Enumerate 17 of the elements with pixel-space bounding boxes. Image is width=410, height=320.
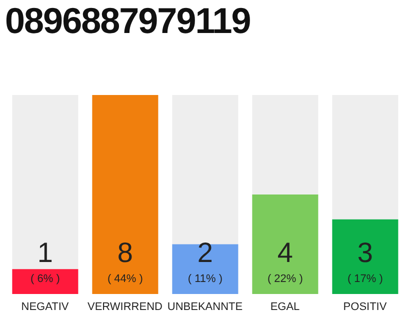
bar	[12, 269, 78, 294]
x-tick-label: VERWIRREND	[88, 300, 163, 313]
data-label: 1	[37, 237, 53, 268]
x-tick-label: EGAL	[270, 300, 300, 313]
data-label: 8	[117, 237, 133, 268]
annotation: ( 11% )	[188, 273, 223, 285]
annotation: ( 17% )	[347, 273, 383, 285]
annotation: ( 6% )	[30, 273, 60, 285]
data-label: 4	[277, 237, 293, 268]
chart-title: 0896887979119	[5, 0, 250, 42]
x-tick-label: NEGATIV	[21, 300, 70, 313]
x-tick-label: UNBEKANNTE	[167, 300, 243, 313]
data-label: 2	[197, 237, 213, 268]
data-label: 3	[357, 237, 373, 268]
annotation: ( 22% )	[267, 273, 303, 285]
annotation: ( 44% )	[107, 273, 143, 285]
x-tick-label: POSITIV	[343, 300, 388, 313]
